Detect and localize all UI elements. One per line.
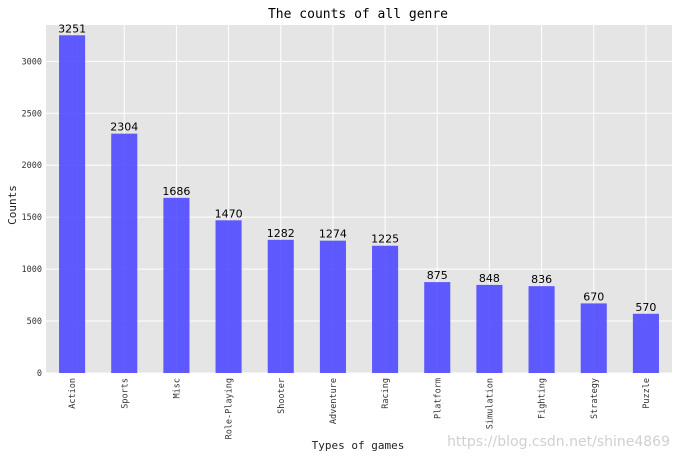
bar-value-label: 570 (635, 301, 656, 314)
x-tick-label: Misc (172, 378, 182, 398)
plot-background (46, 25, 672, 373)
y-tick-label: 0 (37, 369, 42, 379)
bar-role-playing (215, 220, 242, 373)
bar-strategy (580, 303, 607, 373)
x-tick-label: Fighting (538, 378, 548, 419)
y-tick-label: 2500 (22, 109, 42, 119)
x-tick-label: Action (68, 378, 78, 409)
bar-shooter (267, 239, 294, 373)
bars (59, 35, 659, 373)
bar-value-label: 848 (479, 272, 500, 285)
bar-value-label: 2304 (110, 121, 138, 134)
x-axis-ticks: Action Sports Misc Role-Playing Shooter Adven… (68, 378, 652, 439)
bar-misc (163, 197, 190, 373)
bar-value-label: 670 (583, 290, 604, 303)
bar-value-label: 1282 (267, 227, 295, 240)
x-axis-label: Types of games (312, 439, 405, 452)
bar-value-label: 1274 (319, 228, 347, 241)
watermark-text: https://blog.csdn.net/shine4869 (447, 434, 670, 450)
bar-simulation (476, 284, 503, 373)
bar-action (59, 35, 86, 373)
y-tick-label: 1000 (22, 265, 42, 275)
y-axis-label: Counts (6, 185, 19, 225)
bar-fighting (528, 286, 555, 373)
x-tick-label: Strategy (590, 378, 600, 419)
bar-puzzle (632, 313, 659, 373)
bar-platform (424, 282, 451, 373)
x-tick-label: Shooter (277, 378, 287, 414)
bar-value-label: 875 (427, 269, 448, 282)
x-tick-label: Platform (433, 378, 443, 419)
value-labels: 3251 2304 1686 1470 1282 1274 1225 875 848 836 670… (58, 22, 656, 314)
x-tick-label: Sports (120, 378, 130, 409)
x-tick-label: Role-Playing (225, 378, 235, 439)
x-tick-label: Puzzle (642, 378, 652, 409)
x-tick-label: Adventure (329, 378, 339, 424)
y-tick-label: 2000 (22, 161, 42, 171)
bar-racing (372, 245, 399, 373)
x-tick-label: Simulation (485, 378, 495, 429)
bar-value-label: 836 (531, 273, 552, 286)
bar-sports (111, 133, 138, 373)
y-tick-label: 3000 (22, 57, 42, 67)
y-tick-label: 1500 (22, 213, 42, 223)
bar-value-label: 1470 (215, 207, 243, 220)
bar-adventure (319, 240, 346, 373)
y-tick-label: 500 (27, 317, 42, 327)
bar-value-label: 1686 (162, 185, 190, 198)
chart-title: The counts of all genre (268, 7, 448, 22)
bar-value-label: 3251 (58, 22, 86, 35)
y-axis-ticks: 0 500 1000 1500 2000 2500 3000 (22, 57, 42, 379)
x-tick-label: Racing (381, 378, 391, 409)
bar-value-label: 1225 (371, 233, 399, 246)
